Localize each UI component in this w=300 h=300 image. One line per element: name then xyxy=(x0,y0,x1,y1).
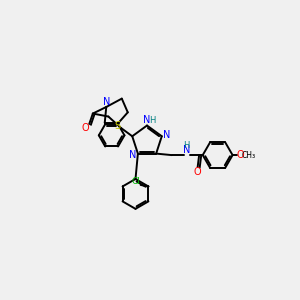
Text: H: H xyxy=(149,116,156,124)
Text: Cl: Cl xyxy=(131,178,140,187)
Text: CH₃: CH₃ xyxy=(241,151,256,160)
Text: O: O xyxy=(82,123,89,133)
Text: N: N xyxy=(129,150,136,160)
Text: N: N xyxy=(103,97,110,106)
Text: N: N xyxy=(183,145,190,155)
Text: N: N xyxy=(164,130,171,140)
Text: O: O xyxy=(193,167,201,176)
Text: O: O xyxy=(237,150,244,160)
Text: S: S xyxy=(114,122,120,131)
Text: N: N xyxy=(143,115,151,125)
Text: H: H xyxy=(183,141,190,150)
